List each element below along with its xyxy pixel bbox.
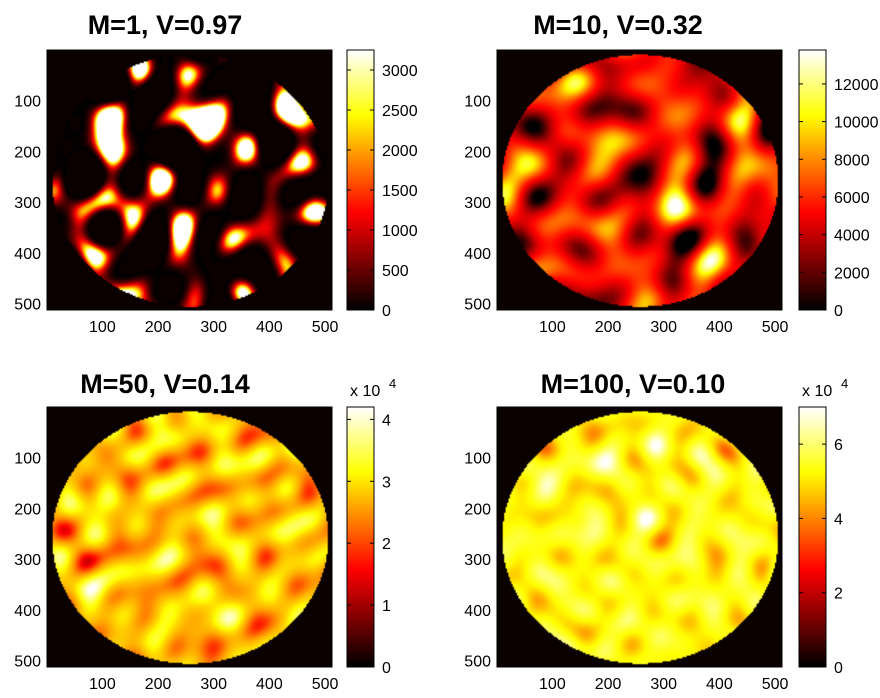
colorbar-tick-label: 8000 xyxy=(834,152,870,169)
y-tick-label: 100 xyxy=(464,94,491,111)
x-tick-label: 500 xyxy=(312,319,339,336)
colorbar-tick-label: 0 xyxy=(834,660,843,677)
x-tick-label: 500 xyxy=(312,676,339,693)
colorbar-tick-label: 6 xyxy=(834,437,843,454)
colorbar-tick-label: 3000 xyxy=(382,63,418,80)
y-tick-label: 500 xyxy=(14,654,41,671)
colorbar-gradient xyxy=(799,407,826,667)
colorbar-frame xyxy=(798,49,827,311)
panel-title: M=1, V=0.97 xyxy=(88,10,243,40)
y-tick-label: 200 xyxy=(14,144,41,161)
x-tick-label: 400 xyxy=(256,676,283,693)
colorbar-tick-label: 1000 xyxy=(382,223,418,240)
speckle-image xyxy=(47,50,332,310)
y-tick-label: 100 xyxy=(464,451,491,468)
y-tick-label: 400 xyxy=(464,603,491,620)
panel-title: M=100, V=0.10 xyxy=(541,369,726,399)
colorbar-tick-label: 0 xyxy=(834,303,843,320)
panel-1: M=1, V=0.97 100 200 300 400 500 100 200 300 400 50… xyxy=(14,10,417,336)
panel-title: M=50, V=0.14 xyxy=(80,369,250,399)
panel-4: M=100, V=0.10 100 200 300 400 500 100 200 300 400… xyxy=(464,369,848,693)
y-tick-label: 500 xyxy=(464,654,491,671)
y-tick-label: 200 xyxy=(464,501,491,518)
colorbar-tick-label: 0 xyxy=(382,303,391,320)
x-tick-label: 300 xyxy=(650,319,677,336)
speckle-image xyxy=(47,407,332,667)
x-tick-label: 100 xyxy=(89,676,116,693)
colorbar-tick-label: 500 xyxy=(382,263,409,280)
colorbar-tick-label: 1 xyxy=(382,598,391,615)
speckle-image xyxy=(497,50,782,310)
colorbar-tick-label: 10000 xyxy=(834,115,879,132)
colorbar-tick-label: 1500 xyxy=(382,183,418,200)
x-tick-label: 200 xyxy=(595,676,622,693)
colorbar-frame xyxy=(346,49,375,311)
x-tick-label: 300 xyxy=(200,319,227,336)
colorbar-tick-label: 4000 xyxy=(834,228,870,245)
y-tick-label: 100 xyxy=(14,94,41,111)
colorbar-tick-label: 3 xyxy=(382,474,391,491)
x-tick-label: 400 xyxy=(256,319,283,336)
y-tick-label: 100 xyxy=(14,451,41,468)
colorbar-exponent-power: 4 xyxy=(841,376,848,391)
speckle-image xyxy=(497,407,782,667)
colorbar-exponent-label: x 10 xyxy=(350,383,380,400)
colorbar-tick-label: 12000 xyxy=(834,77,879,94)
panel-title: M=10, V=0.32 xyxy=(533,10,703,40)
y-tick-label: 300 xyxy=(464,195,491,212)
x-tick-label: 200 xyxy=(145,676,172,693)
x-tick-label: 400 xyxy=(706,676,733,693)
colorbar-tick-label: 2500 xyxy=(382,103,418,120)
colorbar-frame xyxy=(798,406,827,668)
panel-2: M=10, V=0.32 100 200 300 400 500 100 200 300 400 5… xyxy=(464,10,878,336)
x-tick-label: 200 xyxy=(595,319,622,336)
colorbar-gradient xyxy=(347,407,374,667)
colorbar-exponent-power: 4 xyxy=(389,376,396,391)
panel-3: M=50, V=0.14 100 200 300 400 500 100 200 300 400 5… xyxy=(14,369,396,693)
colorbar-tick-label: 6000 xyxy=(834,190,870,207)
y-tick-label: 400 xyxy=(14,246,41,263)
colorbar-gradient xyxy=(799,50,826,310)
x-tick-label: 300 xyxy=(200,676,227,693)
axes-frame xyxy=(496,49,783,311)
x-tick-label: 500 xyxy=(762,676,789,693)
y-tick-label: 300 xyxy=(14,195,41,212)
y-tick-label: 300 xyxy=(464,552,491,569)
y-tick-label: 400 xyxy=(464,246,491,263)
x-tick-label: 500 xyxy=(762,319,789,336)
y-tick-label: 200 xyxy=(14,501,41,518)
colorbar-tick-label: 2000 xyxy=(834,265,870,282)
x-tick-label: 300 xyxy=(650,676,677,693)
colorbar-exponent-label: x 10 xyxy=(802,383,832,400)
colorbar-tick-label: 2 xyxy=(382,536,391,553)
x-tick-label: 100 xyxy=(539,319,566,336)
colorbar-frame xyxy=(346,406,375,668)
y-tick-label: 200 xyxy=(464,144,491,161)
colorbar-tick-label: 4 xyxy=(382,412,391,429)
colorbar-tick-label: 0 xyxy=(382,660,391,677)
y-tick-label: 500 xyxy=(464,297,491,314)
colorbar-tick-label: 2 xyxy=(834,586,843,603)
y-tick-label: 500 xyxy=(14,297,41,314)
axes-frame xyxy=(496,406,783,668)
x-tick-label: 100 xyxy=(89,319,116,336)
y-tick-label: 300 xyxy=(14,552,41,569)
colorbar-tick-label: 4 xyxy=(834,511,843,528)
colorbar-tick-label: 2000 xyxy=(382,143,418,160)
y-tick-label: 400 xyxy=(14,603,41,620)
x-tick-label: 100 xyxy=(539,676,566,693)
x-tick-label: 200 xyxy=(145,319,172,336)
x-tick-label: 400 xyxy=(706,319,733,336)
axes-frame xyxy=(46,406,333,668)
axes-frame xyxy=(46,49,333,311)
colorbar-gradient xyxy=(347,50,374,310)
